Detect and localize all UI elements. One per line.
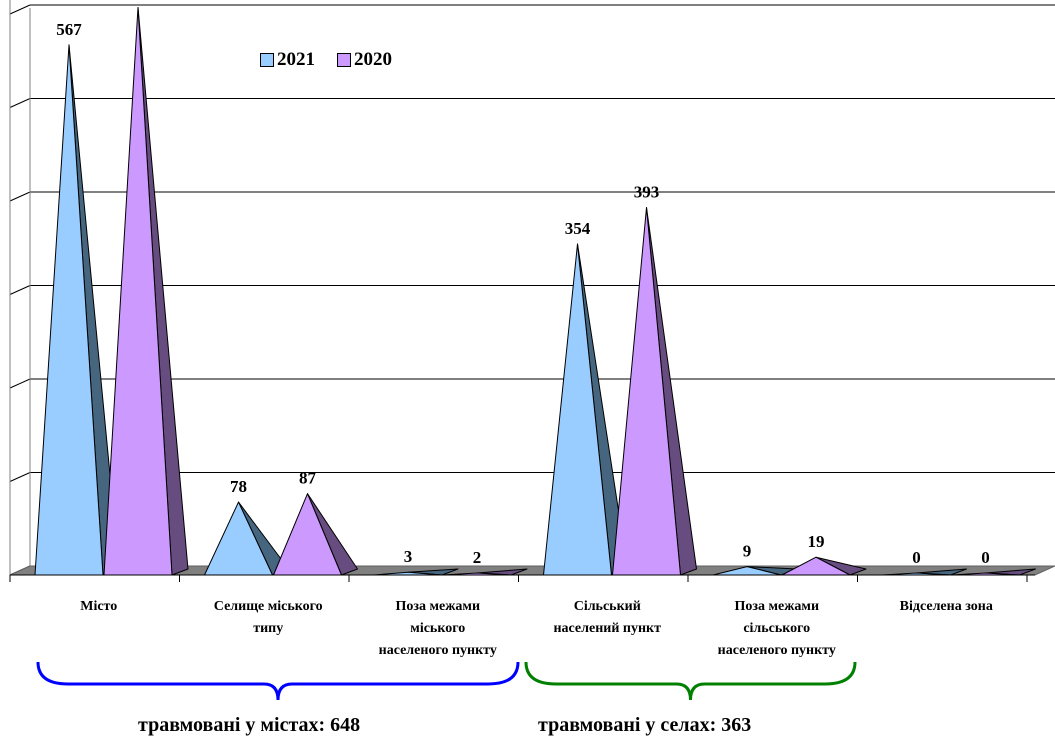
pyramid-2020-3 bbox=[612, 207, 681, 576]
category-label-3: Сільський населений пункт bbox=[553, 599, 661, 636]
cities-brace bbox=[36, 661, 520, 701]
pyramid-2021-1 bbox=[204, 501, 273, 576]
pyramid-2020-2 bbox=[442, 572, 512, 576]
category-label-0: Місто bbox=[80, 599, 117, 614]
pyramid-2021-4 bbox=[712, 566, 782, 576]
legend-label-2021: 2021 bbox=[277, 49, 315, 70]
grid-diagonal bbox=[9, 4, 31, 15]
data-label-2020-1: 87 bbox=[299, 469, 317, 488]
plot-area bbox=[30, 8, 1055, 566]
category-label-2: Поза межами міського населеного пункту bbox=[379, 599, 497, 658]
legend-swatch-2021 bbox=[260, 53, 274, 67]
chart-legend: 2021 2020 bbox=[260, 49, 392, 71]
pyramid-2020-1 bbox=[273, 493, 342, 576]
grid-diagonal bbox=[9, 98, 31, 108]
pyramid-2020-4 bbox=[781, 556, 851, 576]
data-label-2021-5: 0 bbox=[912, 548, 921, 567]
legend-item-2021: 2021 bbox=[260, 49, 315, 71]
data-label-2020-2: 2 bbox=[473, 548, 482, 567]
pyramid-2021-3 bbox=[543, 243, 612, 576]
data-label-2021-3: 354 bbox=[565, 219, 591, 238]
cities-summary: травмовані у містах: 648 bbox=[138, 714, 361, 736]
legend-label-2020: 2020 bbox=[354, 49, 392, 70]
data-label-2021-1: 78 bbox=[230, 477, 247, 496]
grid-diagonal bbox=[9, 285, 31, 295]
pyramid-2021-0 bbox=[34, 44, 104, 576]
data-label-2020-0: 607 bbox=[127, 0, 153, 1]
category-label-4: Поза межами сільського населеного пункту bbox=[718, 599, 836, 658]
grid-diagonal bbox=[9, 191, 31, 202]
data-label-2020-3: 393 bbox=[634, 183, 660, 202]
data-label-2020-5: 0 bbox=[981, 548, 990, 567]
pyramid-2020-0 bbox=[103, 6, 173, 576]
grid-diagonal bbox=[9, 378, 31, 389]
villages-brace bbox=[524, 661, 857, 701]
category-label-5: Відселена зона bbox=[900, 599, 993, 614]
data-label-2020-4: 19 bbox=[808, 532, 825, 551]
villages-summary: травмовані у селах: 363 bbox=[538, 714, 752, 736]
data-label-2021-0: 567 bbox=[56, 20, 82, 39]
legend-item-2020: 2020 bbox=[337, 49, 392, 71]
data-label-2021-2: 3 bbox=[404, 547, 413, 566]
pyramid-2021-5 bbox=[882, 572, 951, 576]
data-label-2021-4: 9 bbox=[743, 542, 752, 561]
category-label-1: Селище міського типу bbox=[214, 599, 323, 636]
pyramid-2021-2 bbox=[373, 571, 443, 576]
grid-diagonal bbox=[9, 472, 31, 482]
pyramid-2020-5 bbox=[951, 572, 1020, 576]
legend-swatch-2020 bbox=[337, 53, 351, 67]
